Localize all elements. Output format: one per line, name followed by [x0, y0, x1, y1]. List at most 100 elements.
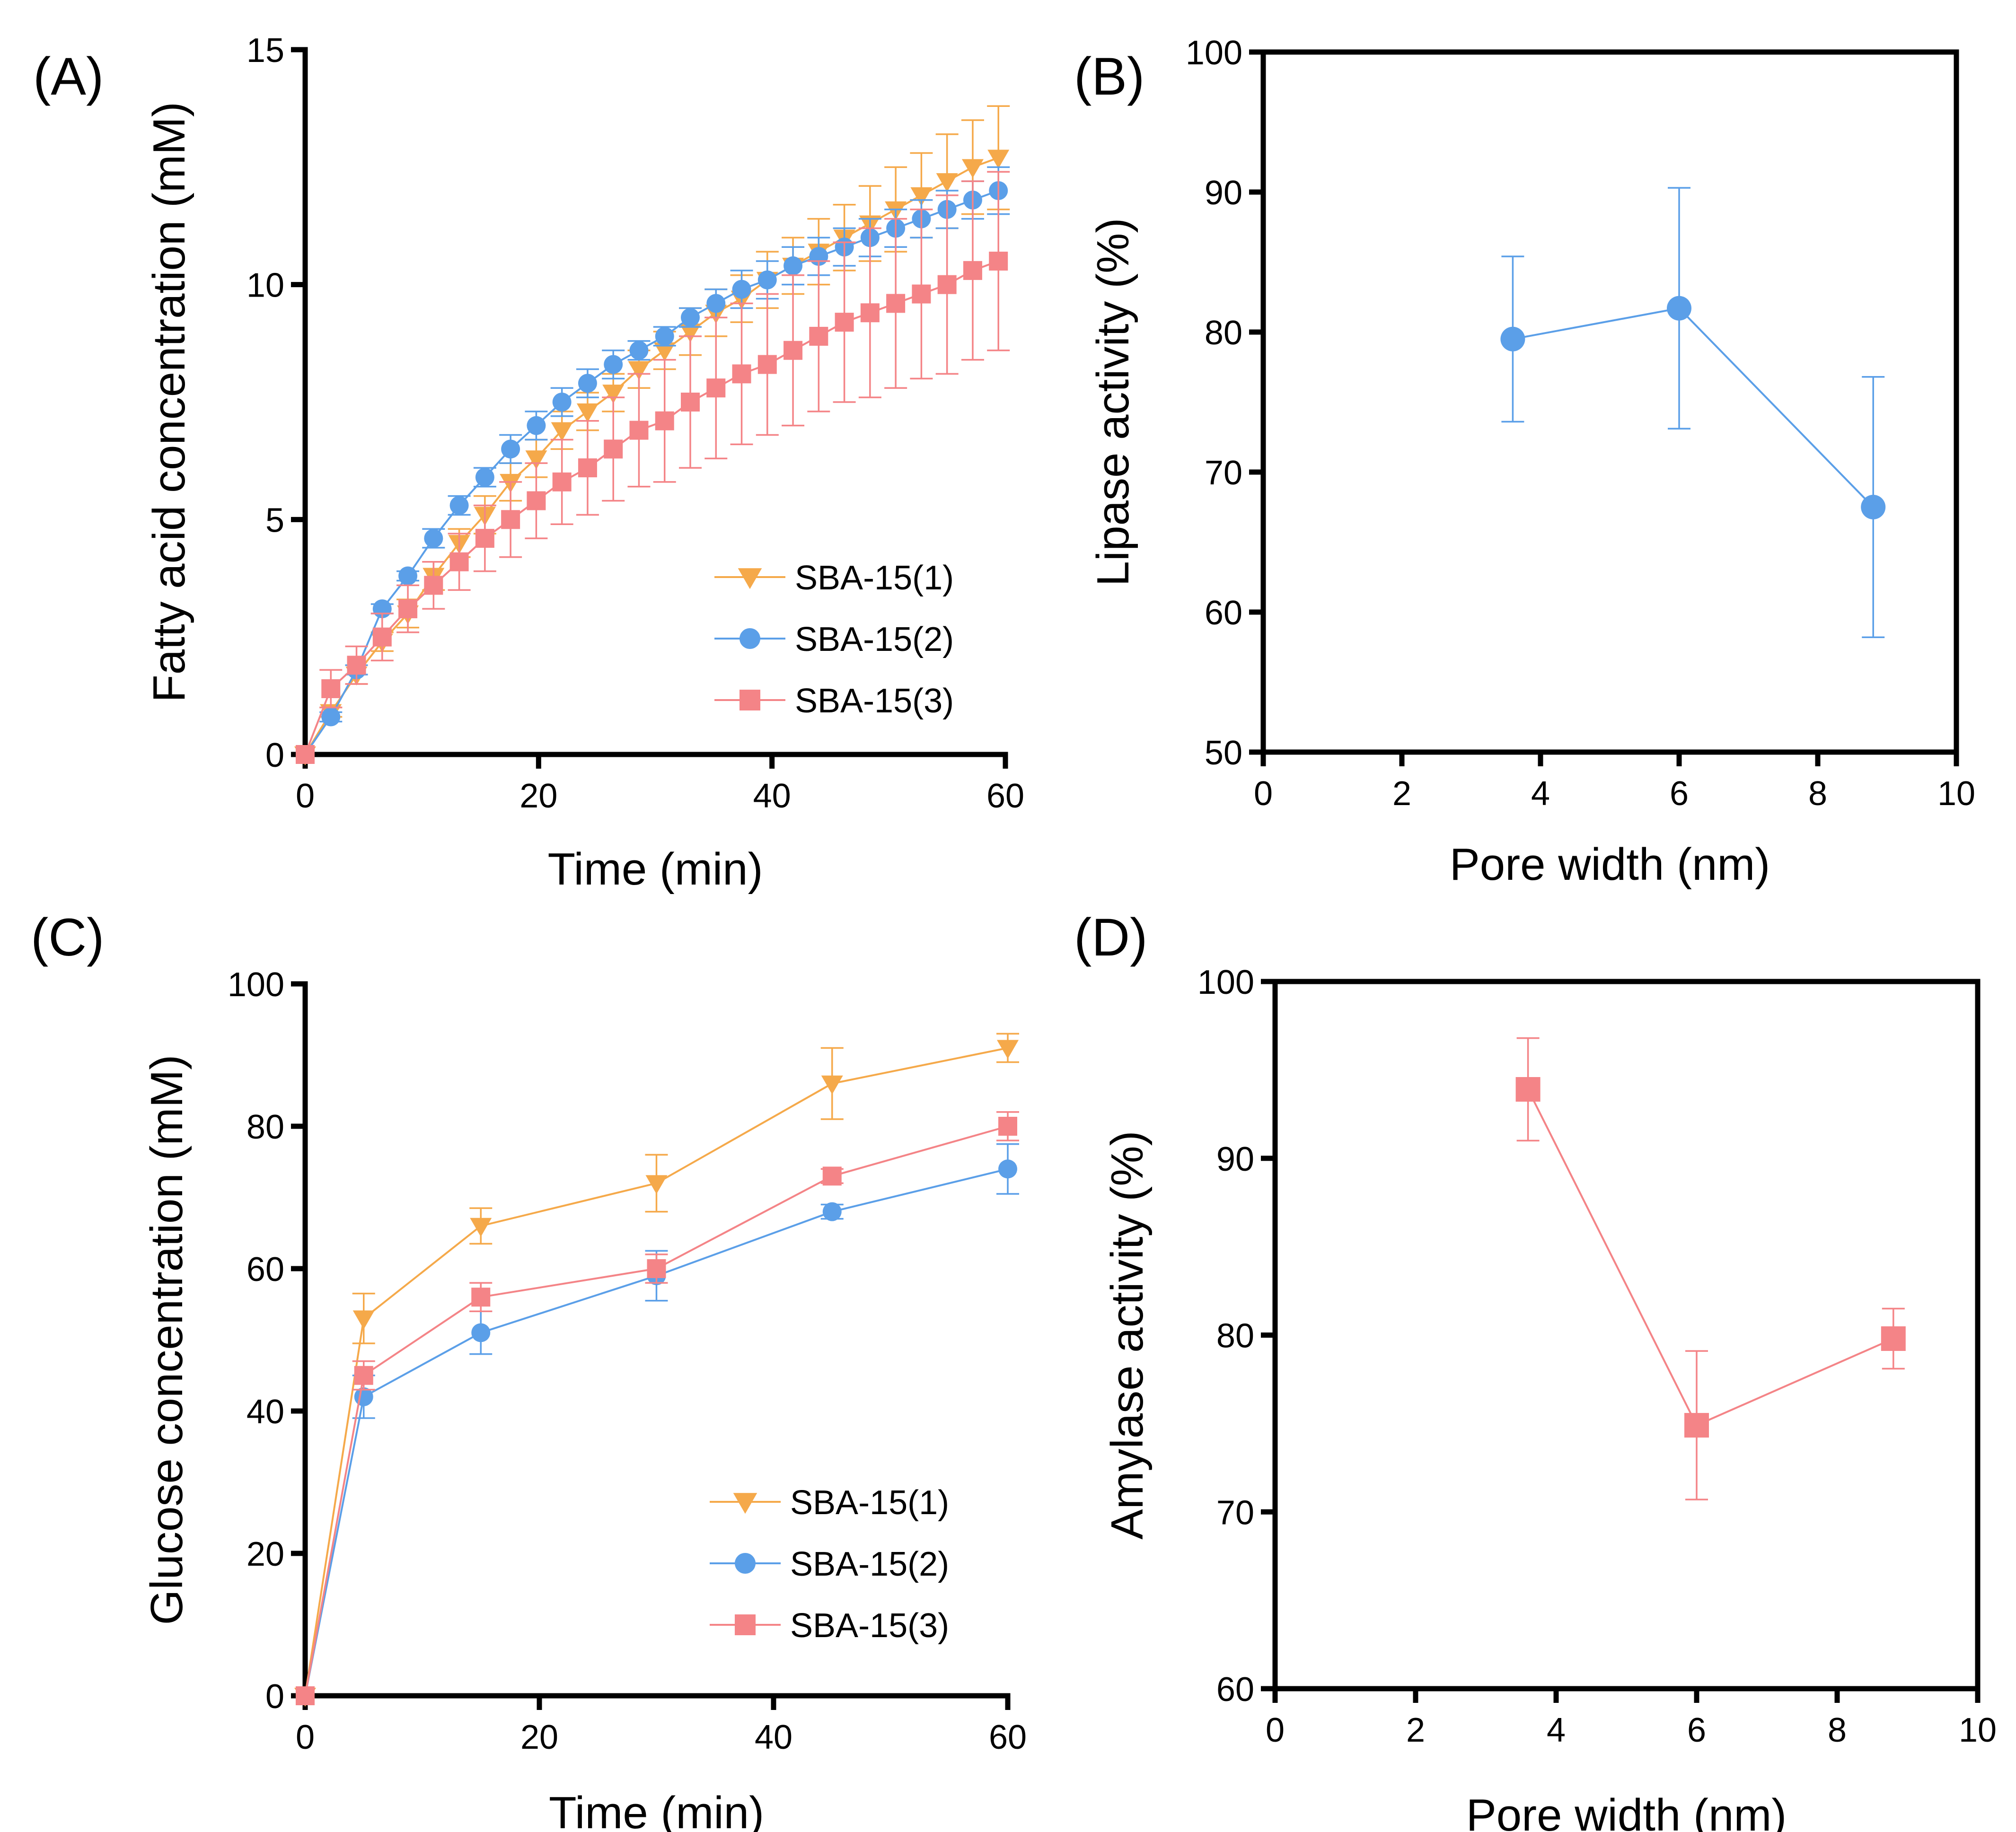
data-point [604, 439, 623, 459]
panel-d: (D) 60 70 80 90 100 0 2 4 6 8 10 Pore width (nm) Amyl… [1074, 908, 1997, 1832]
data-point [987, 149, 1010, 169]
data-point [655, 411, 674, 430]
series-line [1513, 307, 1874, 508]
data-point [822, 1202, 842, 1221]
data-point [961, 159, 984, 178]
y-axis-title: Lipase activity (%) [1088, 218, 1138, 587]
legend-item: SBA-15(2) [714, 621, 954, 658]
legend-item: SBA-15(2) [710, 1545, 949, 1583]
legend-item: SBA-15(1) [714, 559, 954, 597]
axes [302, 981, 1011, 1699]
x-tick-label: 4 [1547, 1711, 1566, 1749]
data-point [470, 1218, 492, 1237]
data-point [475, 529, 494, 548]
data-point [354, 1366, 373, 1385]
y-tick-label: 60 [246, 1251, 284, 1289]
x-tick-label: 0 [1266, 1711, 1285, 1749]
data-point [681, 393, 700, 412]
x-tick-label: 0 [296, 777, 315, 815]
data-point [552, 393, 572, 412]
x-tick-label: 6 [1670, 775, 1689, 813]
data-point [681, 308, 700, 327]
data-point [1667, 296, 1691, 321]
data-point [628, 361, 650, 380]
y-tick-label: 100 [1186, 34, 1242, 72]
series-line [304, 190, 999, 755]
data-point [757, 270, 777, 289]
data-point [1684, 1413, 1709, 1438]
x-tick-label: 0 [296, 1718, 315, 1756]
x-tick-label: 4 [1531, 775, 1550, 813]
y-tick-label: 90 [1216, 1140, 1254, 1178]
legend-marker [739, 628, 760, 649]
legend-label: SBA-15(3) [790, 1607, 949, 1645]
x-tick-label: 10 [1959, 1711, 1997, 1749]
data-point [963, 261, 982, 280]
x-tick-label: 60 [989, 1718, 1027, 1756]
data-point [501, 439, 520, 459]
y-tick-label: 5 [265, 501, 284, 539]
series-sba-15-2- [296, 166, 1010, 764]
x-tick-label: 2 [1392, 775, 1411, 813]
data-point [424, 576, 443, 595]
data-point [527, 491, 546, 510]
x-tick-label: 8 [1828, 1711, 1847, 1749]
data-point [578, 458, 597, 478]
data-point [449, 552, 469, 571]
y-axis-title: Glucose concentration (mM) [141, 1055, 192, 1625]
legend-item: SBA-15(1) [710, 1484, 949, 1522]
data-point [398, 566, 418, 586]
legend-item: SBA-15(3) [710, 1607, 949, 1645]
axes [1260, 49, 1959, 755]
data-point [645, 1175, 668, 1194]
panel-label: (A) [33, 47, 104, 106]
data-point [821, 1075, 843, 1095]
panel-b: (B) 50 60 70 80 90 100 0 2 4 6 8 10 Pore width (nm) Li… [1074, 34, 1975, 890]
series-line [304, 1168, 1008, 1696]
y-tick-label: 10 [246, 267, 284, 305]
series-sba-15-1- [294, 105, 1010, 765]
legend: SBA-15(1) SBA-15(2) SBA-15(3) [710, 1484, 949, 1645]
y-axis-title: Fatty acid concentration (mM) [144, 102, 194, 702]
legend: SBA-15(1) SBA-15(2) SBA-15(3) [714, 559, 954, 720]
data-point [835, 313, 854, 332]
legend-label: SBA-15(1) [790, 1484, 949, 1522]
y-tick-label: 0 [265, 736, 284, 774]
x-axis-title: Pore width (nm) [1450, 839, 1770, 890]
x-tick-label: 2 [1406, 1711, 1425, 1749]
data-point [501, 510, 520, 529]
series-sba-15-1- [294, 1033, 1019, 1707]
series-line [1527, 1089, 1894, 1427]
data-point [706, 378, 726, 398]
data-point [912, 284, 931, 304]
data-point [706, 294, 726, 313]
y-tick-label: 100 [228, 966, 284, 1004]
data-point [629, 421, 649, 440]
y-tick-label: 100 [1197, 964, 1254, 1001]
y-axis-title: Amylase activity (%) [1102, 1131, 1153, 1539]
data-point [629, 341, 649, 360]
legend-label: SBA-15(2) [795, 621, 954, 658]
data-point [604, 355, 623, 374]
panel-a: (A) 0 5 10 15 0 20 40 60 Time (min) Fatty acid con… [33, 32, 1024, 894]
data-point [647, 1259, 666, 1278]
data-point [398, 599, 418, 619]
y-tick-label: 90 [1205, 174, 1242, 212]
data-point [886, 294, 906, 313]
data-point [578, 374, 597, 393]
y-tick-label: 60 [1216, 1671, 1254, 1709]
data-point [424, 529, 443, 548]
legend-label: SBA-15(3) [795, 682, 954, 720]
data-point [552, 472, 572, 491]
x-axis-title: Time (min) [547, 844, 763, 894]
legend-item: SBA-15(3) [714, 682, 954, 720]
axes [1272, 979, 1981, 1692]
data-point [998, 1159, 1017, 1179]
series-line [304, 260, 999, 755]
x-tick-label: 0 [1254, 775, 1273, 813]
data-point [352, 1310, 375, 1330]
y-tick-label: 80 [1205, 314, 1242, 352]
data-point [809, 326, 828, 346]
x-tick-label: 10 [1937, 775, 1975, 813]
